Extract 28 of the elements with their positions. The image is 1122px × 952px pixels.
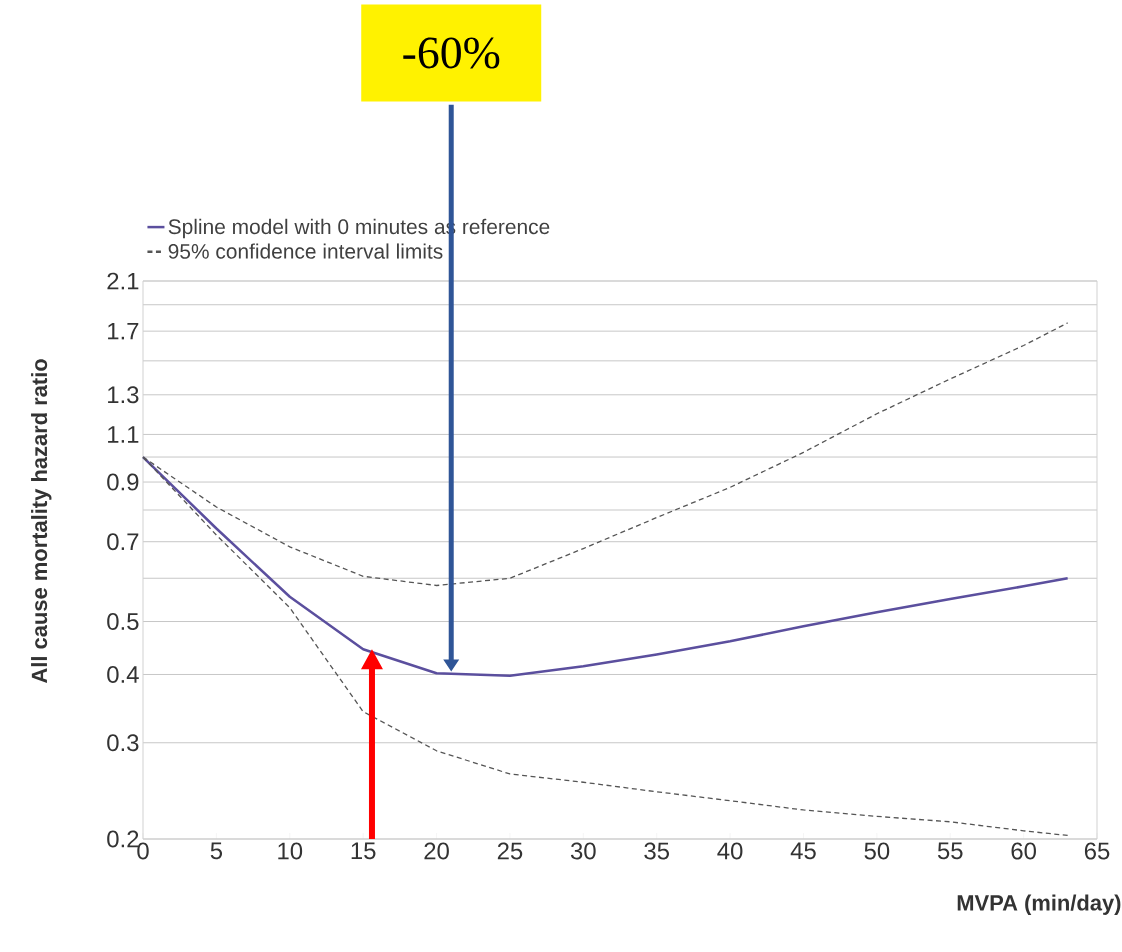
x-tick-label: 10 xyxy=(278,842,303,860)
x-tick-label: 60 xyxy=(1011,842,1036,860)
x-tick-label: 15 xyxy=(351,842,376,860)
y-tick-label: 0.2 xyxy=(107,830,139,848)
x-tick-label: 30 xyxy=(570,842,596,860)
x-tick-label: 35 xyxy=(644,842,669,860)
x-tick-label: 0 xyxy=(137,842,149,860)
x-axis-title: MVPA (min/day) xyxy=(957,894,1121,915)
y-axis-title: All cause mortality hazard ratio xyxy=(31,359,52,683)
x-tick-label: 20 xyxy=(424,842,449,860)
legend-label: 95% confidence interval limits xyxy=(168,243,443,259)
y-tick-label: 0.7 xyxy=(107,533,139,551)
y-tick-label: 2.1 xyxy=(107,272,139,290)
x-tick-label: 5 xyxy=(210,842,223,860)
x-tick-label: 25 xyxy=(497,842,523,860)
x-tick-label: 65 xyxy=(1084,842,1110,860)
x-tick-label: 55 xyxy=(937,842,963,860)
y-tick-label: 1.1 xyxy=(108,426,139,443)
y-tick-label: 0.5 xyxy=(107,613,139,630)
y-tick-label: 1.7 xyxy=(108,322,139,340)
x-tick-label: 40 xyxy=(717,842,743,860)
text: -60% xyxy=(403,37,500,69)
y-tick-label: 0.3 xyxy=(107,734,139,752)
x-tick-label: 45 xyxy=(790,842,816,860)
y-tick-label: 1.3 xyxy=(108,386,139,404)
x-tick-label: 50 xyxy=(864,842,890,860)
y-tick-label: 0.4 xyxy=(107,666,139,683)
y-tick-label: 0.9 xyxy=(107,473,139,491)
